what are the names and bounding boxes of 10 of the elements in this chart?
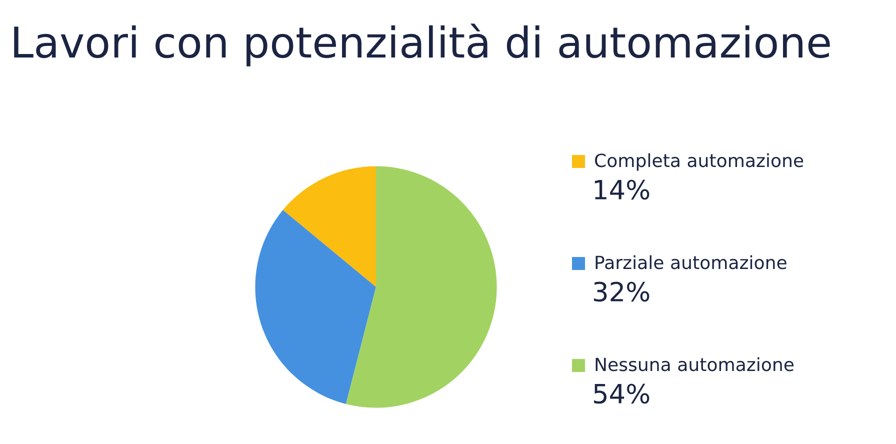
data-label: 32% (594, 282, 650, 302)
pie-slice (255, 210, 376, 404)
chart-title: Lavori con potenzialità di automazione (14, 24, 830, 66)
data-label: 14% (594, 180, 650, 200)
legend-label: Nessuna automazione (596, 357, 794, 372)
data-label: 54% (594, 384, 650, 404)
pie-slice (346, 166, 497, 408)
pie-slice (282, 166, 376, 287)
legend-label: Parziale automazione (596, 255, 786, 270)
legend-label: Completa automazione (595, 153, 804, 171)
